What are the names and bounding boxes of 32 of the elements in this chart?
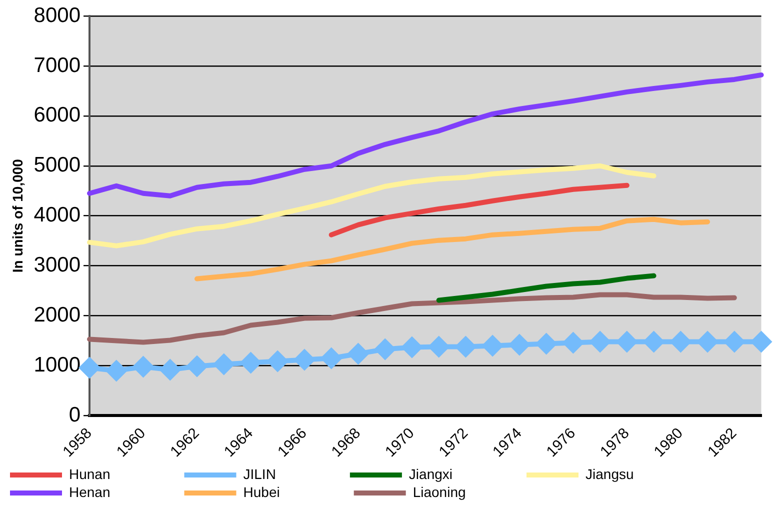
point [212,353,235,376]
point [159,358,182,381]
point [320,347,342,370]
point [293,348,316,371]
y-tick-label: 0 [68,403,81,426]
y-tick-label: 7000 [34,54,81,77]
y-axis-title: In units of 10,000 [9,158,26,273]
y-tick-label: 4000 [34,204,81,227]
point [347,342,370,365]
point [105,360,128,382]
point [562,332,584,354]
point [132,356,154,378]
point [78,356,101,379]
point [374,338,396,360]
point [266,350,289,372]
point [240,352,262,374]
point [400,336,423,358]
point [535,332,558,355]
y-tick-label: 6000 [34,104,81,127]
point [186,355,208,378]
legend-label: Jiangsu [586,466,704,482]
legend-label: Jiangxi [408,466,523,482]
legend-label: Henan [69,484,180,500]
y-tick-label: 1000 [34,354,81,377]
legend-label: Hubei [243,484,350,500]
y-tick-label: 2000 [34,304,81,327]
legend-label: JILIN [243,466,346,482]
y-tick-label: 3000 [34,254,81,277]
legend-label: Hunan [69,466,180,482]
legend-label: Liaoning [412,484,536,500]
y-tick-label: 5000 [34,154,81,177]
y-tick-label: 8000 [34,4,81,27]
